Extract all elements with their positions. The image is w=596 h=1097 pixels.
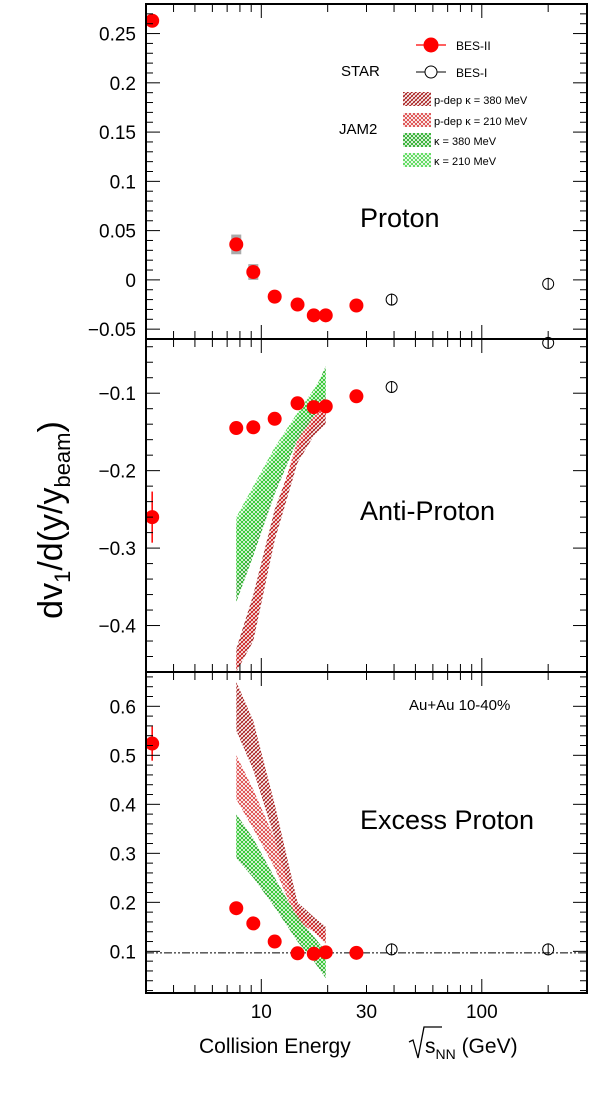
y-axis-label-dv: dv — [32, 583, 70, 619]
y-tick-label: 0 — [125, 271, 136, 292]
point-bes2 — [229, 237, 244, 252]
point-bes2 — [145, 736, 160, 751]
band-kappa-380-mev — [236, 366, 326, 603]
x-axis-label-s: s — [425, 1035, 436, 1058]
point-bes1 — [542, 943, 555, 956]
legend-entry-kappa-380: κ = 380 MeV — [403, 133, 497, 148]
legend-swatch-pdep-210 — [403, 113, 431, 127]
point-bes2 — [306, 946, 321, 961]
x-tick-label: 10 — [251, 1002, 272, 1023]
point-bes2 — [246, 265, 261, 279]
y-tick-label: 0.2 — [110, 893, 136, 914]
point-bes2 — [290, 396, 305, 411]
point-bes2 — [290, 946, 305, 961]
x-tick-label: 100 — [466, 1002, 498, 1023]
band-kappa-210-mev — [236, 819, 326, 971]
legend-label-pdep-210: p-dep κ = 210 MeV — [434, 116, 528, 128]
panel-title: Proton — [360, 203, 440, 233]
legend-label-bes2: BES-II — [456, 39, 491, 53]
panel-anti-proton: −0.1 −0.2 −0.3 −0.4 Anti-Proton — [98, 336, 588, 673]
point-bes2 — [306, 308, 321, 323]
x-axis-label-unit: (GeV) — [456, 1035, 518, 1058]
panel-frame — [145, 3, 588, 340]
y-tick-label: 0.3 — [110, 844, 136, 865]
legend-swatch-kappa-380 — [403, 133, 431, 147]
point-bes2 — [229, 421, 244, 436]
legend-swatch-kappa-210 — [403, 153, 431, 167]
legend-entry-bes1: BES-I — [416, 65, 487, 80]
panel-proton: 0.25 0.2 0.15 0.1 0.05 0 −0.05 Proton — [88, 3, 588, 341]
y-tick-label: 0.1 — [110, 942, 136, 963]
legend: STAR JAM2 BES-II BES-I p-dep κ = 380 MeV… — [339, 37, 528, 168]
legend-marker-bes2 — [423, 37, 439, 53]
point-bes2 — [267, 289, 282, 304]
collision-system-annotation: Au+Au 10-40% — [409, 697, 510, 714]
legend-swatch-pdep-380 — [403, 92, 431, 106]
legend-entry-kappa-210: κ = 210 MeV — [403, 153, 497, 168]
legend-entry-bes2: BES-II — [416, 37, 491, 53]
point-bes2 — [145, 13, 160, 28]
y-tick-label: −0.05 — [88, 320, 136, 341]
point-bes1 — [385, 381, 398, 394]
panel-title: Excess Proton — [360, 805, 534, 835]
point-bes2 — [349, 945, 364, 960]
point-bes2 — [306, 400, 321, 415]
legend-jam-label: JAM2 — [339, 121, 377, 138]
point-bes2 — [318, 308, 333, 323]
point-bes2 — [318, 945, 333, 960]
y-tick-label: 0.15 — [99, 123, 136, 144]
y-tick-label: −0.2 — [98, 462, 136, 483]
sqrt-sign-icon — [408, 1026, 442, 1059]
svg-text:sNN (GeV): sNN (GeV) — [425, 1035, 518, 1062]
band-p-dep-kappa-380-mev — [236, 681, 326, 942]
x-tick-label: 30 — [356, 1002, 377, 1023]
legend-label-bes1: BES-I — [456, 66, 487, 80]
y-tick-label: 0.25 — [99, 25, 136, 46]
panel-excess-proton: 0.6 0.5 0.4 0.3 0.2 0.1 10 30 100 Excess Proton — [110, 671, 588, 1023]
legend-entry-pdep-210: p-dep κ = 210 MeV — [403, 113, 528, 128]
legend-marker-bes1 — [424, 65, 438, 79]
point-bes2 — [246, 916, 261, 931]
legend-star-label: STAR — [341, 63, 380, 80]
y-tick-label: 0.05 — [99, 222, 136, 243]
y-tick-label: −0.1 — [98, 384, 136, 405]
band-p-dep-kappa-210-mev — [236, 755, 326, 944]
y-tick-label: 0.1 — [110, 172, 136, 193]
band-p-dep-kappa-210-mev — [236, 401, 326, 672]
point-bes2 — [349, 298, 364, 313]
point-bes1 — [385, 943, 398, 956]
legend-label-kappa-380: κ = 380 MeV — [434, 136, 497, 148]
point-bes2 — [349, 389, 364, 404]
y-axis-label: dv1/d(y/ybeam) — [32, 421, 75, 619]
y-tick-label: −0.3 — [98, 539, 136, 560]
point-bes1 — [385, 293, 398, 306]
point-bes2 — [290, 297, 305, 312]
point-bes1 — [542, 277, 555, 290]
legend-label-pdep-380: p-dep κ = 380 MeV — [434, 95, 528, 107]
y-tick-label: 0.4 — [110, 795, 137, 816]
point-bes2 — [267, 411, 282, 426]
point-bes1 — [542, 336, 555, 349]
y-tick-label: 0.5 — [110, 746, 136, 767]
band-kappa-210-mev — [236, 370, 326, 580]
y-axis-label-sub2: beam — [50, 432, 75, 487]
y-tick-label: 0.6 — [110, 697, 136, 718]
point-bes2 — [229, 901, 244, 916]
y-axis-label-sub1: 1 — [50, 571, 75, 583]
y-tick-label: 0.2 — [110, 74, 136, 95]
y-tick-label: −0.4 — [98, 617, 136, 638]
legend-label-kappa-210: κ = 210 MeV — [434, 156, 497, 168]
panel-title: Anti-Proton — [360, 496, 495, 526]
legend-entry-pdep-380: p-dep κ = 380 MeV — [403, 92, 528, 107]
x-axis-label-left: Collision Energy — [199, 1035, 351, 1058]
svg-text:dv1/d(y/ybeam): dv1/d(y/ybeam) — [32, 421, 75, 619]
y-axis-label-mid: /d(y/y — [32, 488, 70, 571]
point-bes2 — [267, 934, 282, 949]
point-bes2 — [318, 399, 333, 414]
x-axis-label: Collision Energy sNN (GeV) — [199, 1026, 518, 1062]
y-axis-label-end: ) — [32, 421, 70, 432]
point-bes2 — [246, 420, 261, 435]
x-axis-label-nn: NN — [436, 1046, 456, 1062]
